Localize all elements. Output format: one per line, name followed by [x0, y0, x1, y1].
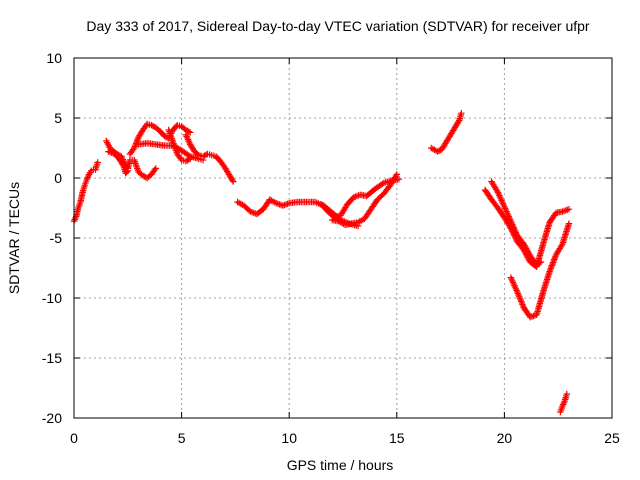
data-points: [70, 110, 573, 416]
x-tick-label: 15: [389, 430, 405, 446]
y-tick-label: 5: [54, 110, 62, 126]
x-tick-label: 20: [497, 430, 513, 446]
data-series-15: [557, 390, 571, 416]
x-axis-label: GPS time / hours: [287, 457, 394, 473]
y-tick-label: -10: [42, 290, 62, 306]
y-tick-label: 10: [46, 50, 62, 66]
y-tick-label: -5: [50, 230, 63, 246]
data-series-14: [507, 220, 573, 321]
data-series-6: [165, 126, 194, 165]
x-tick-label: 5: [178, 430, 186, 446]
chart-title: Day 333 of 2017, Sidereal Day-to-day VTE…: [86, 18, 590, 34]
x-tick-label: 10: [281, 430, 297, 446]
data-series-3: [105, 148, 131, 177]
data-series-10: [329, 171, 400, 228]
y-axis-label: SDTVAR / TECUs: [6, 182, 22, 294]
data-series-9: [318, 176, 403, 221]
axis-ticks: 0 5 10 15 20 25 -20 -15 -10 -5 0 5 10: [42, 50, 620, 446]
gridlines: [74, 58, 612, 418]
x-tick-label: 0: [70, 430, 78, 446]
data-series-13: [488, 178, 545, 268]
y-tick-label: -15: [42, 350, 62, 366]
y-tick-label: 0: [54, 170, 62, 186]
y-tick-label: -20: [42, 410, 62, 426]
data-series-7: [182, 131, 237, 185]
x-tick-label: 25: [604, 430, 620, 446]
data-series-11: [428, 110, 465, 155]
